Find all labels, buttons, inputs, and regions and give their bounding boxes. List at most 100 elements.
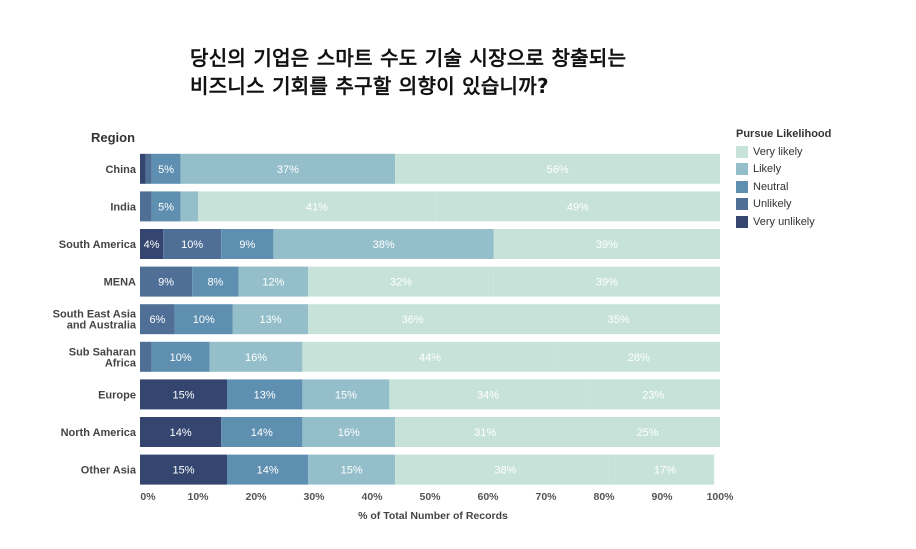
legend-swatch [736,163,748,176]
data-label: 37% [277,164,299,176]
bar-segment [517,304,720,335]
bar-segment [238,266,309,297]
legend: Pursue Likelihood Very likely Likely Neutr… [736,128,831,231]
data-label: 32% [390,277,412,289]
bar-segment [221,417,303,447]
data-label: 15% [172,389,194,401]
bar-segment [493,266,720,297]
legend-label: Unlikely [753,198,792,211]
legend-item: Neutral [736,178,831,196]
legend-item: Unlikely [736,196,831,214]
data-label: 28% [628,352,650,364]
data-label: 15% [172,465,194,477]
data-label: 15% [335,389,357,401]
data-label: 25% [636,427,658,439]
data-label: 14% [170,427,192,439]
bar-segment [140,379,227,410]
x-tick-label: 80% [593,491,615,503]
data-label: 44% [419,352,441,364]
data-label: 15% [341,465,363,477]
category-label: South East Asia [53,309,137,321]
legend-items: Very likely Likely Neutral Unlikely Very unl… [736,143,831,231]
x-tick-label: 0% [140,491,156,503]
data-label: 14% [251,427,273,439]
data-label: 17% [654,465,676,477]
bar-segment [151,153,181,184]
bar-segment [395,454,616,485]
bar-segment [227,379,303,410]
category-label: MENA [104,277,136,289]
bar-segment [308,304,517,335]
data-label: 9% [158,277,174,289]
bar-segment [395,417,575,447]
bar-segment [302,379,390,410]
category-label: Other Asia [81,465,137,477]
category-label: Africa [105,357,137,369]
data-label: 35% [607,314,629,326]
x-tick-label: 30% [303,491,325,503]
legend-item: Very unlikely [736,213,831,231]
category-label: and Australia [67,320,137,332]
bar-segment [308,454,396,485]
x-tick-label: 50% [419,491,441,503]
bar-segment [140,191,152,222]
x-tick-label: 10% [187,491,209,503]
x-tick-label: 60% [477,491,499,503]
legend-swatch [736,145,748,158]
bar-segment [140,417,222,447]
legend-title: Pursue Likelihood [736,128,832,140]
data-label: 5% [158,164,174,176]
bar-segment [163,229,222,259]
bar-segment [145,153,152,184]
bar-segment [395,153,720,184]
bar-segment [140,153,146,184]
data-label: 14% [257,465,279,477]
bar-segment [209,341,303,372]
category-label: South America [59,239,137,251]
chart-title: 당신의 기업은 스마트 수도 기술 시장으로 창출되는 비즈니스 기회를 추구할… [190,44,830,100]
data-label: 9% [239,239,255,251]
data-label: 13% [254,389,276,401]
row-header: Region [91,130,135,145]
bar-segment [140,304,175,335]
x-tick-label: 20% [245,491,267,503]
bar-segment [140,454,227,485]
legend-swatch [736,215,748,228]
bar-segment [180,191,198,222]
bar-segment [575,417,720,447]
bar-segment [273,229,494,259]
data-label: 6% [149,314,165,326]
x-tick-label: 70% [535,491,557,503]
legend-label: Very likely [753,145,803,158]
bar-segment [227,454,309,485]
legend-label: Neutral [753,180,789,193]
x-tick-label: 100% [707,491,735,503]
data-label: 10% [181,239,203,251]
data-label: 39% [596,239,618,251]
data-label: 36% [402,314,424,326]
legend-label: Likely [753,163,782,176]
bar-segment [140,229,164,259]
category-label: Sub Saharan [69,346,137,358]
data-label: 49% [567,201,589,213]
bar-segment [308,266,494,297]
bar-segment [389,379,587,410]
bar-segment [302,341,558,372]
legend-item: Likely [736,161,831,179]
legend-item: Very likely [736,143,831,161]
data-label: 38% [494,465,516,477]
bar-segment [493,229,720,259]
bar-segment [174,304,233,335]
bar-segment [221,229,274,259]
data-label: 12% [262,277,284,289]
data-label: 13% [259,314,281,326]
bar-segment [140,341,152,372]
bar-segment [140,266,193,297]
bar-segment [198,191,436,222]
bar-segment [615,454,715,485]
data-label: 16% [245,352,267,364]
bar-segment [180,153,396,184]
title-line-1: 당신의 기업은 스마트 수도 기술 시장으로 창출되는 [190,46,627,70]
data-label: 56% [547,164,569,176]
